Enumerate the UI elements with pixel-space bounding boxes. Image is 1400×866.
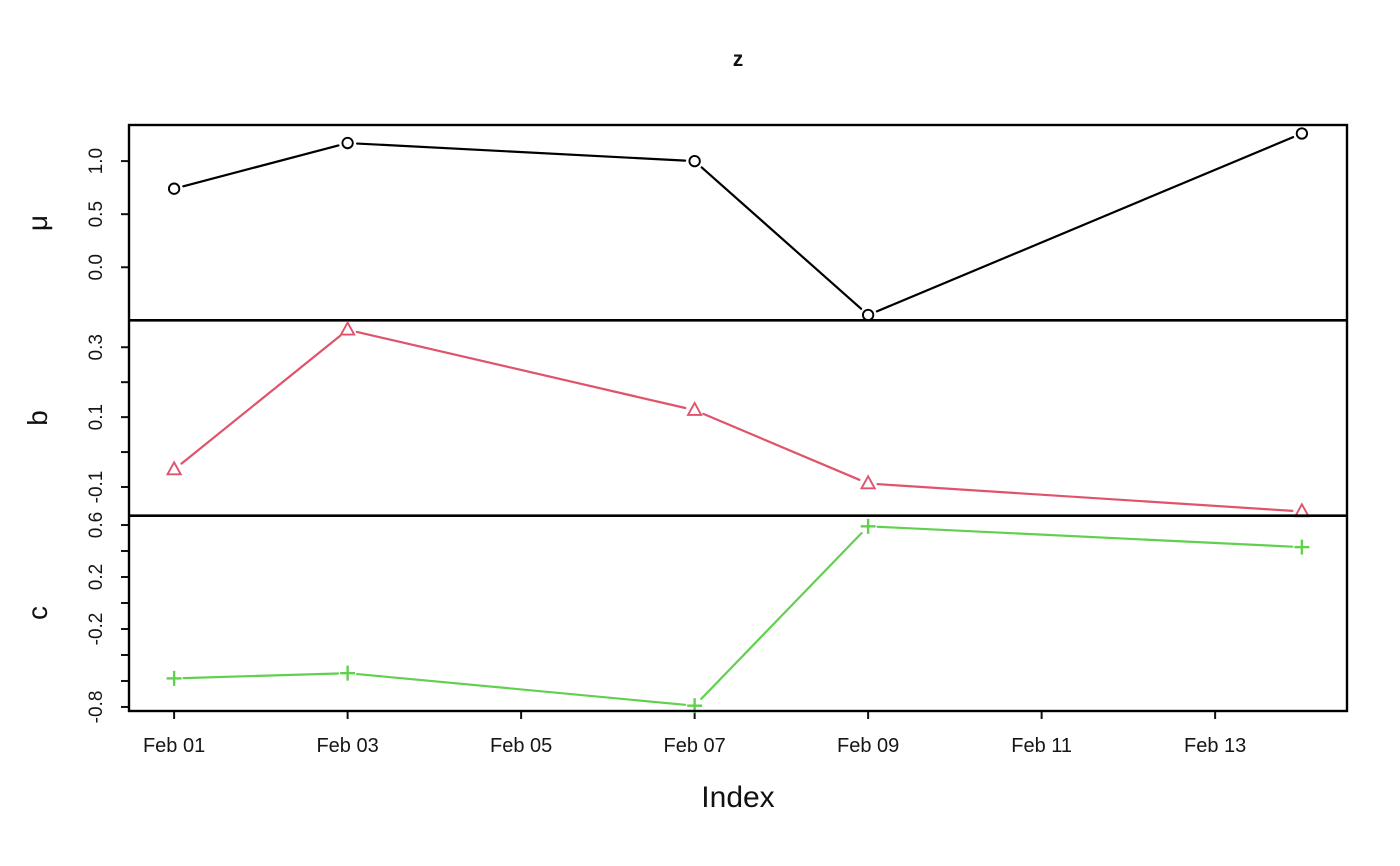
y-tick-label: 0.0 (86, 254, 107, 280)
series-segment-1 (702, 412, 861, 481)
chart-title: z (732, 48, 744, 71)
panel-mu-axis-label: μ (22, 214, 53, 232)
series-segment-0 (182, 144, 340, 188)
y-tick-label: -0.8 (86, 691, 107, 724)
series-segment-1 (355, 330, 687, 410)
x-tick-label: Feb 03 (316, 735, 378, 757)
marker-triangle (339, 320, 356, 336)
y-tick-label: -0.1 (86, 471, 107, 504)
marker-triangle (165, 460, 183, 476)
marker-circle (1295, 127, 1309, 140)
y-tick-label: 0.5 (86, 201, 107, 227)
series-segment-2 (876, 525, 1294, 548)
series-segment-1 (180, 334, 342, 465)
marker-circle (861, 308, 875, 322)
panel-b-axis-label: b (22, 410, 53, 426)
y-tick-label: -0.2 (86, 613, 107, 646)
x-tick-label: Feb 01 (143, 735, 205, 757)
series-segment-0 (700, 166, 863, 310)
series-segment-2 (182, 672, 340, 680)
marker-triangle (686, 400, 703, 416)
series-segment-2 (355, 672, 687, 706)
plot-box (127, 123, 1349, 713)
series-segment-1 (876, 483, 1294, 512)
y-tick-label: 0.6 (86, 512, 107, 538)
panel-c-axis-label: c (22, 606, 53, 620)
marker-circle (688, 154, 701, 168)
y-tick-label: 0.2 (86, 564, 107, 590)
x-tick-label: Feb 09 (837, 735, 899, 757)
series-segment-0 (875, 136, 1295, 313)
x-tick-label: Feb 11 (1011, 735, 1072, 757)
marker-circle (167, 182, 181, 195)
series-segment-0 (356, 142, 687, 162)
y-tick-label: 1.0 (86, 148, 107, 174)
x-tick-label: Feb 13 (1184, 735, 1246, 757)
marker-circle (341, 136, 354, 150)
y-tick-label: 0.3 (86, 334, 107, 360)
y-tick-label: 0.1 (86, 404, 107, 430)
x-tick-label: Feb 07 (663, 735, 725, 757)
marker-triangle (859, 474, 877, 490)
x-tick-label: Feb 05 (490, 735, 552, 757)
series-segment-2 (700, 532, 863, 700)
x-axis-label: Index (701, 781, 775, 814)
